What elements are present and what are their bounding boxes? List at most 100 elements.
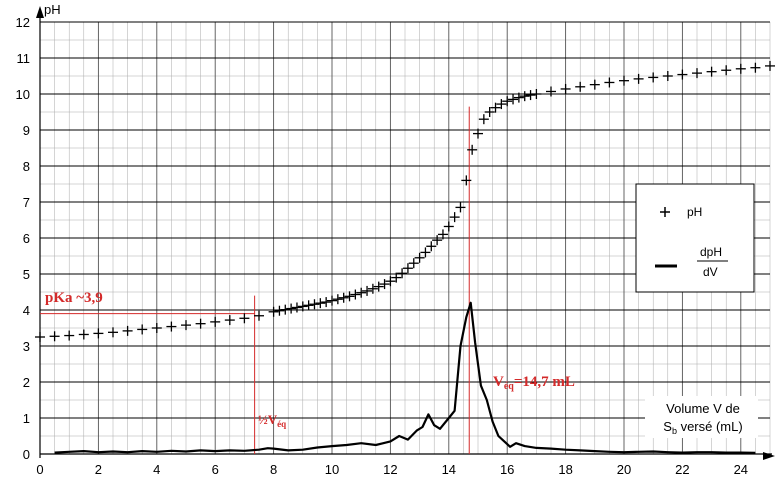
y-tick-label: 12: [16, 15, 30, 30]
legend: pH dpH dV: [635, 183, 755, 293]
ph-point: [350, 289, 361, 300]
x-tick-label: 2: [95, 462, 102, 477]
series-ph: [35, 60, 775, 342]
y-tick-label: 5: [23, 267, 30, 282]
ph-point: [560, 83, 571, 94]
x-axis-label-s: S: [663, 419, 672, 434]
half-veq-prefix: ½V: [258, 412, 278, 427]
ph-point: [502, 96, 513, 107]
x-axis-arrow: [763, 452, 775, 460]
ph-point: [93, 328, 104, 339]
x-tick-label: 0: [36, 462, 43, 477]
ph-point: [379, 279, 390, 290]
legend-box: [635, 183, 755, 293]
ph-point: [356, 287, 367, 298]
veq-sub: éq: [504, 381, 514, 392]
ph-point: [619, 75, 629, 86]
ph-point: [721, 65, 732, 76]
ph-point: [35, 332, 45, 342]
ph-point: [166, 321, 177, 332]
ph-point: [633, 73, 644, 84]
ph-point: [362, 285, 373, 296]
x-tick-label: 6: [212, 462, 219, 477]
ph-point: [455, 202, 466, 213]
ph-point: [137, 324, 148, 335]
x-axis-label-sub: b: [672, 426, 677, 436]
x-tick-label: 4: [153, 462, 160, 477]
x-tick-label: 24: [734, 462, 748, 477]
ph-point: [604, 77, 615, 88]
y-tick-label: 2: [23, 375, 30, 390]
ph-point: [478, 114, 489, 125]
ph-point: [108, 327, 118, 338]
ph-point: [210, 316, 221, 327]
y-tick-label: 10: [16, 87, 30, 102]
ph-point: [151, 323, 162, 333]
ph-point: [461, 175, 472, 186]
x-axis-label-line1: Volume V de: [666, 401, 740, 416]
x-axis-label-line2: Sb versé (mL): [663, 419, 742, 436]
ph-point: [332, 294, 343, 305]
veq-annotation: Véq=14,7 mL: [493, 374, 575, 392]
dph-dv-line: [54, 301, 756, 454]
ph-point: [589, 79, 600, 90]
ph-point: [706, 66, 717, 77]
ph-point: [315, 298, 326, 309]
half-veq-sub: éq: [277, 419, 286, 429]
half-veq-annotation: ½Véq: [258, 412, 286, 429]
ph-point: [473, 128, 483, 139]
ph-point: [420, 247, 431, 258]
ph-point: [484, 107, 495, 117]
veq-prefix: V: [493, 374, 504, 390]
legend-ph-label: pH: [687, 205, 702, 219]
x-tick-label: 18: [558, 462, 572, 477]
ph-point: [268, 306, 279, 317]
ph-point: [546, 86, 556, 97]
ph-point: [531, 89, 542, 99]
ph-point: [575, 81, 586, 92]
ph-point: [437, 229, 448, 240]
y-tick-label: 4: [23, 303, 30, 318]
ph-point: [525, 90, 536, 101]
ph-point: [280, 304, 291, 315]
x-tick-label: 10: [325, 462, 339, 477]
ph-point: [239, 313, 250, 324]
ph-point: [765, 60, 775, 71]
y-tick-label: 3: [23, 339, 30, 354]
ph-point: [508, 94, 519, 105]
ph-point: [224, 315, 235, 326]
x-tick-label: 8: [270, 462, 277, 477]
ph-point: [344, 291, 355, 302]
ph-point: [408, 258, 419, 269]
ph-point: [181, 320, 191, 331]
ph-point: [735, 63, 746, 74]
ph-point: [122, 325, 133, 336]
annotation-lines: [40, 106, 470, 454]
ph-point: [397, 268, 408, 279]
y-tick-label: 7: [23, 195, 30, 210]
ph-point: [78, 329, 89, 340]
ph-point: [677, 69, 688, 80]
ph-point: [373, 281, 384, 292]
legend-deriv-denominator: dV: [703, 265, 718, 279]
ph-point: [286, 303, 297, 314]
ph-point: [291, 302, 302, 313]
ph-point: [195, 318, 206, 329]
y-axis-label: pH: [44, 2, 61, 17]
ph-point: [274, 305, 285, 316]
x-tick-label: 20: [617, 462, 631, 477]
ph-point: [327, 295, 337, 306]
ph-point: [309, 299, 320, 310]
ph-point: [432, 235, 443, 246]
ph-point: [254, 310, 264, 321]
ph-point: [338, 292, 349, 303]
x-axis-label-rest: versé (mL): [677, 419, 743, 434]
ph-point: [303, 300, 314, 311]
ph-point: [490, 102, 501, 113]
legend-deriv-numerator: dpH: [700, 245, 722, 259]
y-tick-label: 8: [23, 159, 30, 174]
series-dph-dv: [54, 301, 756, 454]
ph-point: [750, 62, 761, 73]
pka-annotation: pKa ~3,9: [45, 290, 103, 306]
